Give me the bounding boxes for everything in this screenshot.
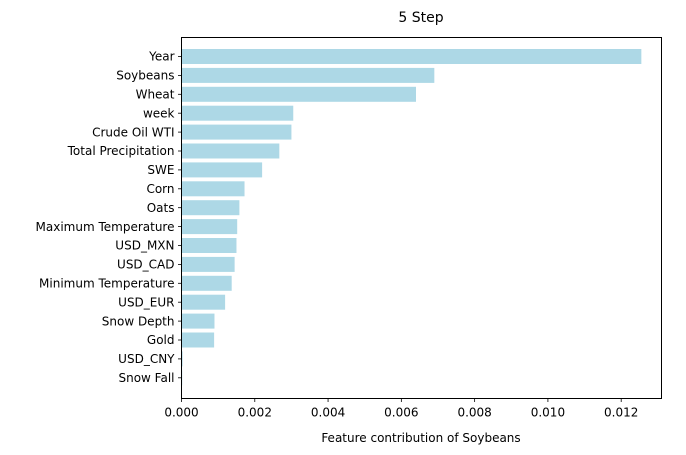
y-tick-label: Wheat xyxy=(136,88,175,102)
bar-soybeans xyxy=(181,67,435,83)
bar-total-precipitation xyxy=(181,143,280,159)
y-tick-label: USD_CAD xyxy=(117,258,174,272)
bar-oats xyxy=(181,200,240,216)
y-tick-label: Maximum Temperature xyxy=(36,220,175,234)
bar-group xyxy=(181,49,642,386)
bar-corn xyxy=(181,181,245,197)
bar-year xyxy=(181,49,642,64)
bar-snow-depth xyxy=(181,313,215,329)
bar-usd-mxn xyxy=(181,238,237,253)
x-tick-label: 0.008 xyxy=(457,406,491,420)
bar-week xyxy=(181,105,294,121)
y-tick-label: Total Precipitation xyxy=(67,144,175,158)
y-tick-label: Oats xyxy=(147,201,175,215)
plot-frame xyxy=(181,37,662,399)
y-tick-label: Snow Fall xyxy=(118,371,174,385)
y-tick-label: Corn xyxy=(146,182,174,196)
bar-gold xyxy=(181,332,215,348)
bar-wheat xyxy=(181,86,417,102)
x-tick-label: 0.012 xyxy=(604,406,638,420)
bar-minimum-temperature xyxy=(181,275,232,291)
bar-swe xyxy=(181,162,263,178)
y-tick-label: SWE xyxy=(147,163,174,177)
y-tick-label: USD_MXN xyxy=(115,239,174,253)
y-tick-label: Year xyxy=(148,50,174,64)
bar-usd-eur xyxy=(181,294,226,310)
bar-maximum-temperature xyxy=(181,219,238,235)
y-tick-label: Snow Depth xyxy=(102,314,175,328)
x-tick-label: 0.006 xyxy=(384,406,418,420)
x-axis-ticks: 0.000 0.002 0.004 0.006 0.008 0.010 0.012 xyxy=(164,398,638,420)
y-tick-label: Crude Oil WTI xyxy=(92,125,174,139)
y-tick-label: Minimum Temperature xyxy=(39,277,174,291)
y-tick-label: week xyxy=(143,106,175,120)
y-tick-label: Gold xyxy=(147,333,175,347)
y-tick-label: USD_CNY xyxy=(118,352,175,366)
bar-usd-cad xyxy=(181,256,235,272)
x-tick-label: 0.000 xyxy=(164,406,198,420)
y-axis-ticks: Year Soybeans Wheat week Crude Oil WTI Total … xyxy=(36,50,182,385)
x-tick-label: 0.010 xyxy=(531,406,565,420)
bar-usd-cny xyxy=(181,351,183,367)
y-tick-label: USD_EUR xyxy=(118,295,174,309)
bar-crude-oil-wti xyxy=(181,124,292,140)
chart-title: 5 Step xyxy=(398,10,443,26)
x-tick-label: 0.002 xyxy=(238,406,272,420)
x-axis-label: Feature contribution of Soybeans xyxy=(321,431,520,445)
x-tick-label: 0.004 xyxy=(311,406,345,420)
y-tick-label: Soybeans xyxy=(116,69,174,83)
